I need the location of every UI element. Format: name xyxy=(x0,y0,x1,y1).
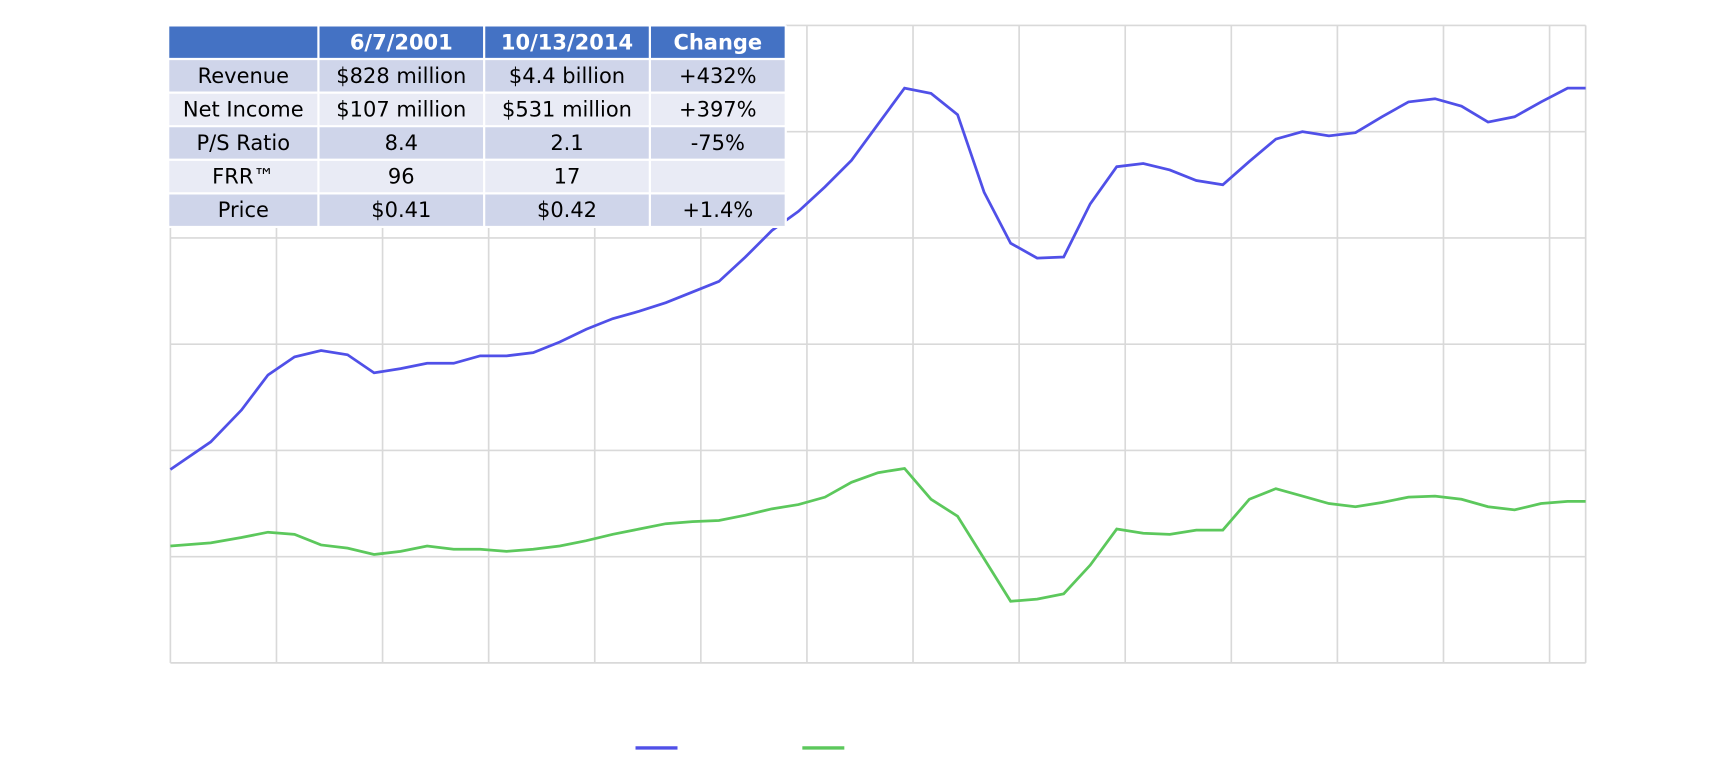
table-cell: $107 million xyxy=(336,97,466,121)
table-cell: Net Income xyxy=(183,97,304,121)
table-cell: 17 xyxy=(554,165,581,189)
table-cell: +432% xyxy=(679,64,757,88)
table-cell: $828 million xyxy=(336,64,466,88)
series-line xyxy=(170,466,1586,603)
table-row-bg xyxy=(168,193,786,227)
table-cell: +1.4% xyxy=(682,198,753,222)
table-cell: Price xyxy=(218,198,269,222)
table-cell: $0.42 xyxy=(537,198,597,222)
table-cell: 8.4 xyxy=(385,131,418,155)
table-row-bg xyxy=(168,92,786,127)
table-row-bg xyxy=(168,126,786,160)
table-cell: $4.4 billion xyxy=(509,64,625,88)
table-cell: $0.41 xyxy=(371,198,431,222)
table-header-cell: 6/7/2001 xyxy=(350,30,453,54)
table-cell: 2.1 xyxy=(550,131,583,155)
table-header-cell: Change xyxy=(673,30,762,54)
table-cell: 96 xyxy=(388,165,415,189)
table-row-bg xyxy=(168,58,786,93)
table-cell: -75% xyxy=(691,131,745,155)
table-cell: $531 million xyxy=(502,97,632,121)
table-cell: P/S Ratio xyxy=(197,131,291,155)
summary-table: 6/7/2001 10/13/2014 Change Revenue $828 mill… xyxy=(167,24,787,229)
table-row-bg xyxy=(168,159,786,194)
table-header-bg xyxy=(168,25,786,59)
table-header-cell: 10/13/2014 xyxy=(501,30,633,54)
table-cell: Revenue xyxy=(198,64,289,88)
table-cell: FRR™ xyxy=(212,165,274,189)
series-line xyxy=(169,86,1586,471)
table-cell: +397% xyxy=(679,97,757,121)
